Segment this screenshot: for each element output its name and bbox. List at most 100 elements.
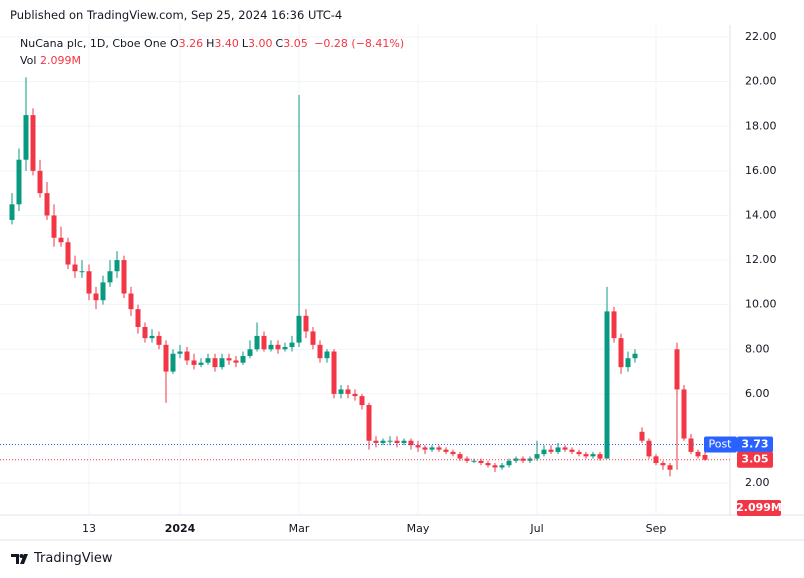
candle-body <box>324 351 330 359</box>
ohlc-value: 3.40 <box>214 37 239 50</box>
candle-body <box>219 358 225 368</box>
candle-body <box>226 358 232 361</box>
candle-body <box>499 465 505 468</box>
candle-body <box>464 458 470 461</box>
candle-body <box>240 355 246 363</box>
volume-line: Vol 2.099M <box>20 52 404 69</box>
ohlc-key: L <box>241 37 249 50</box>
candle-body <box>72 264 78 272</box>
candle-body <box>233 360 239 363</box>
ohlc-key: H <box>206 37 215 50</box>
candle-body <box>639 431 645 441</box>
footer: TradingView <box>10 551 113 566</box>
candle-body <box>317 344 323 359</box>
ohlc-value: 3.26 <box>178 37 204 50</box>
candle-body <box>30 115 36 171</box>
candle-body <box>611 311 617 339</box>
candle-body <box>548 449 554 452</box>
candle-body <box>555 447 561 452</box>
legend: NuCana plc, 1D, Cboe One O3.26 H3.40 L3.00… <box>20 35 404 69</box>
volume-badge <box>737 500 781 516</box>
candle-body <box>380 440 386 443</box>
candle-body <box>149 335 155 339</box>
candle-body <box>128 293 134 310</box>
candle-body <box>527 458 533 461</box>
volume-badge-label: 2.099M <box>736 501 782 514</box>
candle-body <box>492 465 498 468</box>
candle-body <box>23 115 29 160</box>
candle-body <box>457 454 463 459</box>
price-badge <box>737 436 773 453</box>
candle-body <box>583 454 589 457</box>
candle-body <box>282 347 288 350</box>
y-tick-label: 10.00 <box>745 298 777 311</box>
candle-body <box>191 360 197 365</box>
ohlc-value: 3.05 <box>283 37 308 50</box>
candle-body <box>443 449 449 452</box>
candle-body <box>331 351 337 394</box>
y-tick-label: 20.00 <box>745 75 777 88</box>
candle-body <box>100 282 106 301</box>
candle-body <box>86 271 92 294</box>
price-badge-label: 3.05 <box>741 453 768 466</box>
y-tick-label: 14.00 <box>745 208 777 221</box>
candle-body <box>618 338 624 368</box>
candle-body <box>93 293 99 301</box>
candle-body <box>135 309 141 327</box>
y-tick-label: 22.00 <box>745 30 777 43</box>
candle-body <box>268 344 274 350</box>
candle-body <box>408 440 414 446</box>
candle-body <box>352 393 358 397</box>
symbol-title: NuCana plc, 1D, Cboe One <box>20 37 167 50</box>
candle-body <box>37 170 43 194</box>
candle-body <box>604 311 610 459</box>
price-badge-label: 3.73 <box>741 438 768 451</box>
candle-body <box>121 260 127 294</box>
candle-body <box>373 440 379 443</box>
x-tick-label: Mar <box>289 522 310 535</box>
candle-body <box>471 460 477 462</box>
x-tick-label: May <box>407 522 430 535</box>
y-tick-label: 8.00 <box>745 342 770 355</box>
candle-body <box>345 389 351 394</box>
candle-body <box>506 460 512 466</box>
candle-body <box>205 358 211 363</box>
volume-key: Vol <box>20 54 37 67</box>
candle-body <box>429 447 435 450</box>
legend-line: NuCana plc, 1D, Cboe One O3.26 H3.40 L3.00… <box>20 35 404 52</box>
price-badge <box>737 451 773 468</box>
y-tick-label: 12.00 <box>745 253 777 266</box>
candle-body <box>688 438 694 452</box>
candle-body <box>289 342 295 348</box>
candle-body <box>79 271 85 273</box>
candle-body <box>247 349 253 356</box>
candle-body <box>415 445 421 448</box>
ohlc-value: 3.00 <box>248 37 273 50</box>
candle-body <box>366 405 372 441</box>
price-line-name: Post <box>708 438 732 451</box>
candle-body <box>485 463 491 466</box>
x-tick-label: Jul <box>529 522 543 535</box>
published-header: Published on TradingView.com, Sep 25, 20… <box>10 8 343 22</box>
candle-body <box>681 389 687 439</box>
candle-body <box>58 237 64 243</box>
x-tick-label: 13 <box>82 522 96 535</box>
candle-body <box>338 389 344 394</box>
y-tick-label: 2.00 <box>745 476 770 489</box>
candle-body <box>9 204 15 220</box>
logo <box>11 553 28 564</box>
candle-body <box>394 440 400 443</box>
candle-body <box>450 451 456 455</box>
candle-body <box>254 335 260 350</box>
y-tick-label: 18.00 <box>745 119 777 132</box>
candle-body <box>16 159 22 205</box>
candle-body <box>667 465 673 470</box>
candle-body <box>436 447 442 450</box>
candle-body <box>702 455 708 460</box>
ohlc-key: O <box>169 37 179 50</box>
candle-body <box>275 344 281 350</box>
x-tick-label: 2024 <box>165 522 196 535</box>
candle-body <box>653 456 659 464</box>
